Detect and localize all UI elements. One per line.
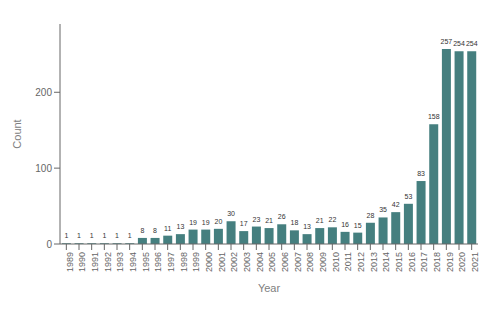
svg-text:1993: 1993 [115,252,125,272]
svg-text:200: 200 [35,87,52,98]
svg-text:35: 35 [379,206,387,213]
svg-text:42: 42 [392,201,400,208]
svg-text:257: 257 [441,38,453,45]
svg-text:2020: 2020 [457,252,467,272]
svg-text:158: 158 [428,113,440,120]
svg-text:2013: 2013 [369,252,379,272]
svg-text:1992: 1992 [103,252,113,272]
svg-text:2021: 2021 [470,252,480,272]
svg-text:2002: 2002 [229,252,239,272]
svg-text:18: 18 [291,219,299,226]
svg-text:2018: 2018 [432,252,442,272]
svg-text:1990: 1990 [77,252,87,272]
svg-text:21: 21 [265,217,273,224]
svg-text:2001: 2001 [217,252,227,272]
svg-text:1: 1 [77,232,81,239]
svg-text:2004: 2004 [255,252,265,272]
svg-text:21: 21 [316,217,324,224]
svg-text:30: 30 [227,210,235,217]
svg-text:8: 8 [153,227,157,234]
svg-text:2017: 2017 [419,252,429,272]
svg-text:16: 16 [341,221,349,228]
svg-text:2003: 2003 [242,252,252,272]
svg-text:0: 0 [46,239,52,250]
svg-text:1996: 1996 [153,252,163,272]
svg-text:1: 1 [102,232,106,239]
svg-text:28: 28 [367,212,375,219]
svg-text:13: 13 [303,223,311,230]
svg-text:1: 1 [115,232,119,239]
svg-text:1991: 1991 [90,252,100,272]
svg-text:2006: 2006 [280,252,290,272]
svg-text:254: 254 [466,40,478,47]
svg-text:13: 13 [177,223,185,230]
svg-text:2019: 2019 [445,252,455,272]
svg-text:53: 53 [405,193,413,200]
svg-text:19: 19 [189,219,197,226]
svg-text:1989: 1989 [65,252,75,272]
svg-text:15: 15 [354,222,362,229]
svg-text:17: 17 [240,220,248,227]
svg-text:1995: 1995 [141,252,151,272]
svg-text:8: 8 [140,227,144,234]
svg-text:2008: 2008 [305,252,315,272]
svg-text:2009: 2009 [318,252,328,272]
svg-text:26: 26 [278,213,286,220]
svg-text:100: 100 [35,163,52,174]
svg-text:19: 19 [202,219,210,226]
svg-text:1999: 1999 [191,252,201,272]
svg-text:2016: 2016 [407,252,417,272]
svg-text:1: 1 [128,232,132,239]
svg-text:2005: 2005 [267,252,277,272]
svg-text:1997: 1997 [166,252,176,272]
svg-text:2015: 2015 [394,252,404,272]
svg-text:20: 20 [215,218,223,225]
svg-text:2007: 2007 [293,252,303,272]
svg-text:1: 1 [90,232,94,239]
svg-text:1994: 1994 [128,252,138,272]
svg-text:Year: Year [258,282,281,294]
svg-text:22: 22 [329,216,337,223]
svg-text:11: 11 [164,225,171,232]
svg-text:1998: 1998 [179,252,189,272]
svg-text:83: 83 [417,170,425,177]
svg-text:254: 254 [453,40,465,47]
svg-text:2011: 2011 [343,252,353,271]
svg-text:23: 23 [253,216,261,223]
svg-text:2012: 2012 [356,252,366,272]
svg-text:1: 1 [64,232,68,239]
svg-text:Count: Count [11,119,23,148]
svg-text:2000: 2000 [204,252,214,272]
svg-text:2014: 2014 [381,252,391,272]
svg-text:2010: 2010 [331,252,341,272]
